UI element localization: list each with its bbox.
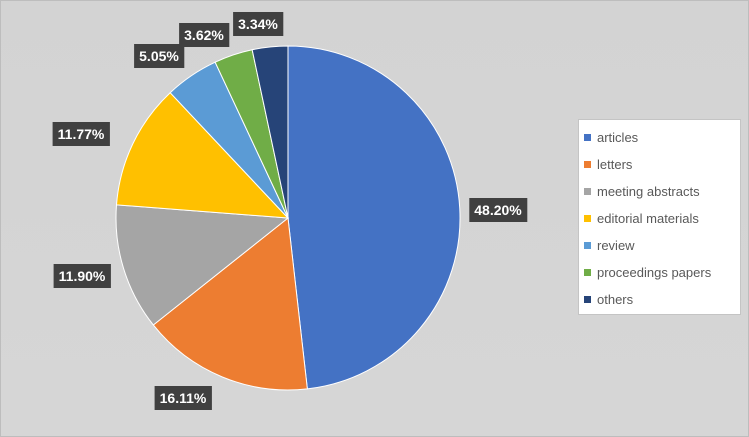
legend-swatch (584, 269, 591, 276)
legend-item-editorial-materials: editorial materials (579, 205, 740, 232)
legend-swatch (584, 242, 591, 249)
pie-slice-editorial-materials (115, 91, 290, 219)
data-label-proceedings-papers: 3.62% (179, 23, 230, 47)
legend-label: articles (597, 130, 639, 145)
legend-swatch (584, 296, 591, 303)
svg-text:16.11%: 16.11% (160, 390, 207, 406)
data-label-editorial-materials: 11.77% (52, 122, 110, 146)
legend-item-review: review (579, 232, 740, 259)
svg-text:5.05%: 5.05% (139, 48, 179, 64)
legend-swatch (584, 215, 591, 222)
svg-text:11.77%: 11.77% (58, 126, 105, 142)
legend-swatch (584, 134, 591, 141)
legend-swatch (584, 161, 591, 168)
legend-label: proceedings papers (597, 265, 712, 280)
data-label-review: 5.05% (134, 44, 185, 68)
pie-slice-articles (287, 45, 461, 390)
legend-label: others (597, 292, 634, 307)
svg-text:48.20%: 48.20% (474, 202, 522, 218)
legend-item-others: others (579, 286, 740, 313)
svg-text:3.62%: 3.62% (184, 27, 224, 43)
legend-item-proceedings-papers: proceedings papers (579, 259, 740, 286)
pie-slice-meeting-abstracts (115, 204, 290, 326)
legend-label: editorial materials (597, 211, 699, 226)
legend-label: meeting abstracts (597, 184, 700, 199)
data-label-letters: 16.11% (154, 386, 212, 410)
pie-slice-letters (152, 217, 308, 391)
data-label-meeting-abstracts: 11.90% (53, 264, 111, 288)
svg-text:11.90%: 11.90% (59, 268, 106, 284)
legend-item-articles: articles (579, 124, 740, 151)
svg-text:3.34%: 3.34% (238, 16, 278, 32)
legend-item-meeting-abstracts: meeting abstracts (579, 178, 740, 205)
legend-swatch (584, 188, 591, 195)
data-label-articles: 48.20% (469, 198, 528, 222)
legend-label: review (597, 238, 635, 253)
legend-label: letters (597, 157, 633, 172)
pie-slice-others (251, 45, 289, 219)
legend-item-letters: letters (579, 151, 740, 178)
data-label-others: 3.34% (233, 12, 284, 36)
legend: articles letters meeting abstracts editoria… (578, 119, 741, 315)
